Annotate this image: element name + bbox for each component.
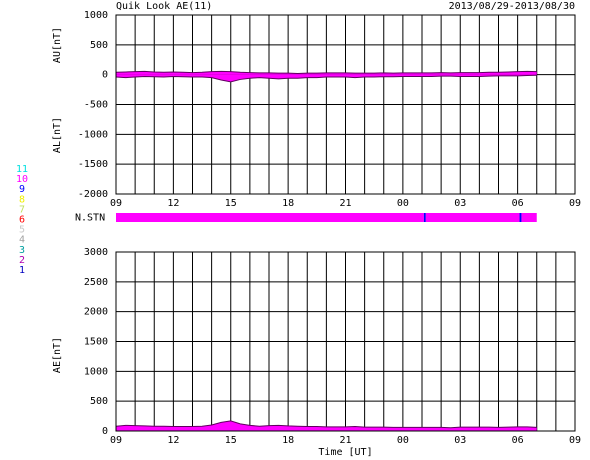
plot-frame xyxy=(115,14,576,195)
x-tick-label: 03 xyxy=(454,435,466,446)
station-count-segment xyxy=(521,213,537,222)
y-tick-label: -1500 xyxy=(78,159,108,170)
y-tick-label: 2500 xyxy=(84,277,108,288)
y-tick-label: 500 xyxy=(90,40,108,51)
line xyxy=(115,74,537,83)
y-tick-label: 1000 xyxy=(84,10,108,21)
x-tick-label: 09 xyxy=(569,435,581,446)
y-tick-label: -500 xyxy=(84,100,108,111)
y-axis-label: AE[nT] xyxy=(52,337,63,373)
y-tick-label: 0 xyxy=(102,70,108,81)
x-tick-label: 06 xyxy=(512,435,524,446)
y-tick-label: -2000 xyxy=(78,189,108,200)
x-tick-label: 21 xyxy=(339,198,351,209)
legend-entry: 4 xyxy=(19,235,25,246)
plot-frame xyxy=(115,251,576,432)
x-tick-label: 18 xyxy=(282,198,294,209)
x-tick-label: 12 xyxy=(167,435,179,446)
legend-entry: 5 xyxy=(19,225,25,236)
station-count-segment xyxy=(425,213,520,222)
y-axis-label: AL[nT] xyxy=(52,117,63,153)
strip-label: N.STN xyxy=(75,213,105,224)
x-tick-label: 15 xyxy=(225,435,237,446)
x-tick-label: 03 xyxy=(454,198,466,209)
y-axis-label: AU[nT] xyxy=(52,27,63,63)
legend-entry: 11 xyxy=(16,164,28,175)
legend-entry: 1 xyxy=(19,265,25,276)
x-tick-label: 09 xyxy=(569,198,581,209)
area xyxy=(116,420,537,431)
chart-title: Quik Look AE(11) xyxy=(116,1,212,12)
x-tick-label: 18 xyxy=(282,435,294,446)
legend-entry: 7 xyxy=(19,204,25,215)
date-range: 2013/08/29-2013/08/30 xyxy=(449,1,575,12)
y-tick-label: 1500 xyxy=(84,337,108,348)
x-tick-label: 21 xyxy=(339,435,351,446)
legend-entry: 9 xyxy=(19,184,25,195)
legend-entry: 2 xyxy=(19,255,25,266)
y-tick-label: 500 xyxy=(90,396,108,407)
line xyxy=(115,70,537,74)
legend-entry: 8 xyxy=(19,194,25,205)
legend-entry: 6 xyxy=(19,215,25,226)
x-tick-label: 06 xyxy=(512,198,524,209)
x-tick-label: 00 xyxy=(397,198,409,209)
station-count-segment xyxy=(423,213,426,222)
legend-entry: 3 xyxy=(19,245,25,256)
line xyxy=(115,420,537,429)
x-tick-label: 00 xyxy=(397,435,409,446)
x-axis-label: Time [UT] xyxy=(318,447,372,458)
x-tick-label: 09 xyxy=(110,435,122,446)
station-count-segment xyxy=(116,213,424,222)
y-tick-label: 2000 xyxy=(84,307,108,318)
y-tick-label: 1000 xyxy=(84,366,108,377)
y-tick-label: -1000 xyxy=(78,129,108,140)
x-tick-label: 12 xyxy=(167,198,179,209)
legend-entry: 10 xyxy=(16,174,28,185)
station-count-segment xyxy=(519,213,522,222)
y-tick-label: 0 xyxy=(102,426,108,437)
x-tick-label: 15 xyxy=(225,198,237,209)
y-tick-label: 3000 xyxy=(84,247,108,258)
x-tick-label: 09 xyxy=(110,198,122,209)
